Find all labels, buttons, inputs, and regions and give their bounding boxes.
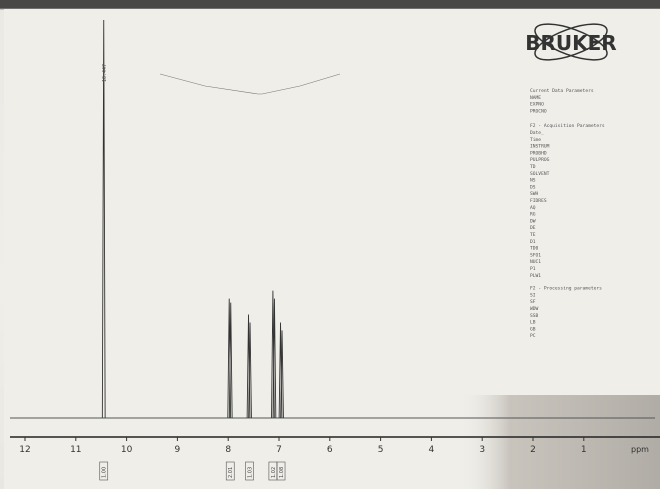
x-tick-label: 3 [479, 445, 485, 455]
x-tick-label: 11 [70, 445, 81, 455]
spectrum-peak [280, 330, 284, 419]
param-name: PLW1 [530, 273, 541, 279]
x-tick-label: 8 [225, 445, 231, 455]
x-tick-label: 2 [530, 445, 536, 455]
param-name: PROBHD [530, 150, 547, 156]
x-tick-label: 7 [276, 445, 282, 455]
spectrum-peaks [101, 19, 284, 419]
param-name: INSTRUM [530, 144, 550, 150]
param-section-title: F2 - Processing parameters [530, 286, 602, 292]
integral-value: 1.00 [99, 461, 109, 481]
peak-label-10-447: 10.447 [102, 64, 108, 82]
param-section-title: F2 - Acquisition Parameters [530, 123, 605, 129]
param-name: DE [530, 225, 536, 231]
svg-text:2.01: 2.01 [228, 467, 234, 478]
param-name: TD [530, 164, 536, 170]
param-name: Time [530, 137, 541, 143]
param-name: FIDRES [530, 198, 547, 204]
param-name: DS [530, 184, 536, 190]
param-name: SF [530, 299, 536, 305]
integral-value: 2.01 [225, 461, 235, 481]
param-name: AQ [530, 205, 536, 211]
param-name: LB [530, 320, 536, 326]
aromatic-peak-label-cluster [159, 73, 341, 95]
param-name: SWH [530, 191, 539, 197]
param-name: WDW [530, 306, 539, 312]
svg-text:1.00: 1.00 [102, 467, 108, 478]
param-name: SFO1 [530, 252, 541, 258]
param-name: PC [530, 333, 536, 339]
param-name: RG [530, 212, 536, 218]
x-tick-label: 6 [327, 445, 333, 455]
param-name: SI [530, 292, 536, 298]
logo-text: BRUKER [525, 31, 616, 55]
param-name: SOLVENT [530, 171, 550, 177]
x-tick-label: 10 [121, 445, 133, 455]
param-name: NS [530, 178, 536, 184]
x-tick-label: 9 [175, 445, 181, 455]
x-tick-label: ppm [631, 445, 649, 454]
shadow [460, 395, 660, 489]
x-tick-label: 5 [378, 445, 384, 455]
param-name: NUC1 [530, 259, 541, 265]
x-ticks: 12 11 10 9 8 7 6 5 4 3 2 1 ppm [19, 437, 649, 455]
param-name: NAME [530, 95, 541, 101]
integral-labels: 1.00 2.01 1.03 1.02 1.08 [99, 461, 286, 481]
spectrum-peak [101, 19, 106, 419]
svg-text:1.03: 1.03 [248, 467, 254, 478]
param-name: Date_ [530, 130, 544, 136]
param-name: TD0 [530, 246, 539, 252]
param-name: DW [530, 218, 536, 224]
param-section-title: Current Data Parameters [530, 88, 594, 94]
param-name: P1 [530, 266, 536, 272]
x-tick-label: 1 [581, 445, 587, 455]
spectrum-peak [228, 302, 233, 419]
param-name: PULPROG [530, 157, 550, 163]
integral-value: 1.08 [276, 461, 286, 481]
spectrum-peak [248, 322, 252, 419]
x-tick-label: 4 [429, 445, 435, 455]
param-name: SSB [530, 313, 539, 319]
param-name: GB [530, 326, 536, 332]
param-name: D1 [530, 239, 536, 245]
integral-value: 1.03 [245, 461, 254, 481]
spectrum-peak [272, 298, 277, 419]
svg-text:1.02: 1.02 [271, 467, 277, 478]
single-peak-label: 10.447 [102, 64, 108, 82]
param-name: PROCNO [530, 108, 547, 114]
svg-text:1.08: 1.08 [279, 467, 285, 478]
param-name: TE [530, 232, 536, 238]
bruker-logo: BRUKER [525, 23, 617, 61]
param-name: EXPNO [530, 102, 544, 108]
x-tick-label: 12 [19, 445, 30, 455]
